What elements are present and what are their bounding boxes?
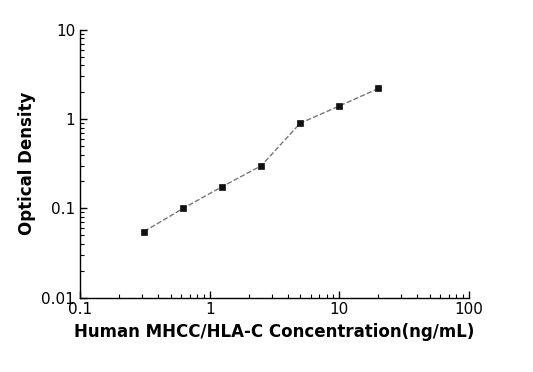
Y-axis label: Optical Density: Optical Density [18, 92, 36, 235]
X-axis label: Human MHCC/HLA-C Concentration(ng/mL): Human MHCC/HLA-C Concentration(ng/mL) [74, 323, 475, 341]
